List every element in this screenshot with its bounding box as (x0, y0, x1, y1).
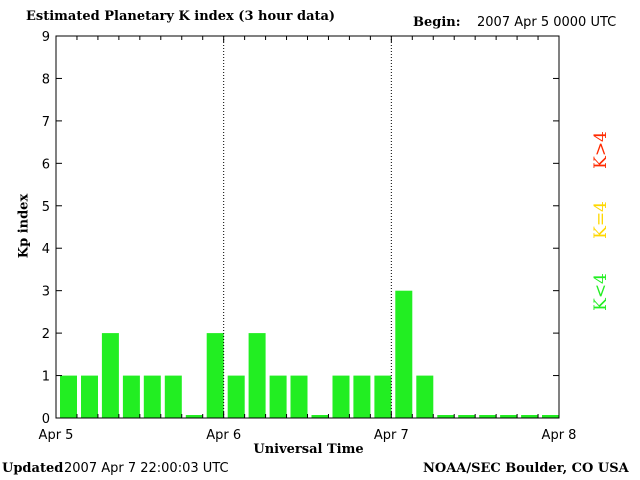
y-tick-label: 9 (42, 30, 50, 45)
kp-bar (269, 375, 287, 418)
kp-bar (101, 333, 119, 418)
x-tick-label: Apr 5 (39, 428, 74, 443)
legend-klt4: K<4 (591, 273, 611, 311)
y-tick-label: 7 (42, 115, 50, 130)
kp-bar (479, 415, 497, 418)
kp-bar (122, 375, 140, 418)
kp-bar (164, 375, 182, 418)
y-tick-label: 3 (42, 285, 50, 300)
kp-bar (206, 333, 224, 418)
legend-kgt4: K>4 (591, 131, 611, 169)
kp-bar (143, 375, 161, 418)
y-tick-label: 4 (42, 242, 50, 257)
y-tick-label: 2 (42, 327, 50, 342)
kp-bar (353, 375, 371, 418)
y-tick-label: 8 (42, 72, 50, 87)
kp-bar (248, 333, 266, 418)
updated-label: Updated (2, 461, 64, 476)
kp-bar (416, 375, 434, 418)
kp-bar (458, 415, 476, 418)
kp-bar (290, 375, 308, 418)
kp-bar (521, 415, 539, 418)
kp-bar (81, 375, 98, 418)
kp-bar (185, 415, 203, 418)
x-axis-label: Universal Time (253, 442, 363, 457)
kp-bar (500, 415, 518, 418)
x-tick-label: Apr 6 (206, 428, 241, 443)
y-tick-label: 6 (42, 157, 50, 172)
kp-bar (332, 375, 350, 418)
y-tick-label: 5 (42, 200, 50, 215)
legend-keq4: K=4 (591, 201, 611, 239)
y-tick-label: 0 (42, 412, 50, 427)
updated-value: 2007 Apr 7 22:00:03 UTC (64, 461, 229, 476)
plot-frame (55, 35, 560, 419)
chart-title: Estimated Planetary K index (3 hour data… (26, 9, 336, 24)
begin-label: Begin: (413, 15, 461, 30)
x-tick-label: Apr 8 (542, 428, 577, 443)
kp-bar (437, 415, 455, 418)
kp-bar (227, 375, 245, 418)
kp-bar (311, 415, 329, 418)
kp-bar (60, 375, 77, 418)
kp-bar (374, 375, 392, 418)
x-tick-label: Apr 7 (374, 428, 409, 443)
kp-bar (395, 290, 413, 418)
credit-text: NOAA/SEC Boulder, CO USA (423, 461, 629, 476)
kp-bar (542, 415, 559, 418)
begin-value: 2007 Apr 5 0000 UTC (477, 15, 617, 30)
y-tick-label: 1 (42, 370, 50, 385)
